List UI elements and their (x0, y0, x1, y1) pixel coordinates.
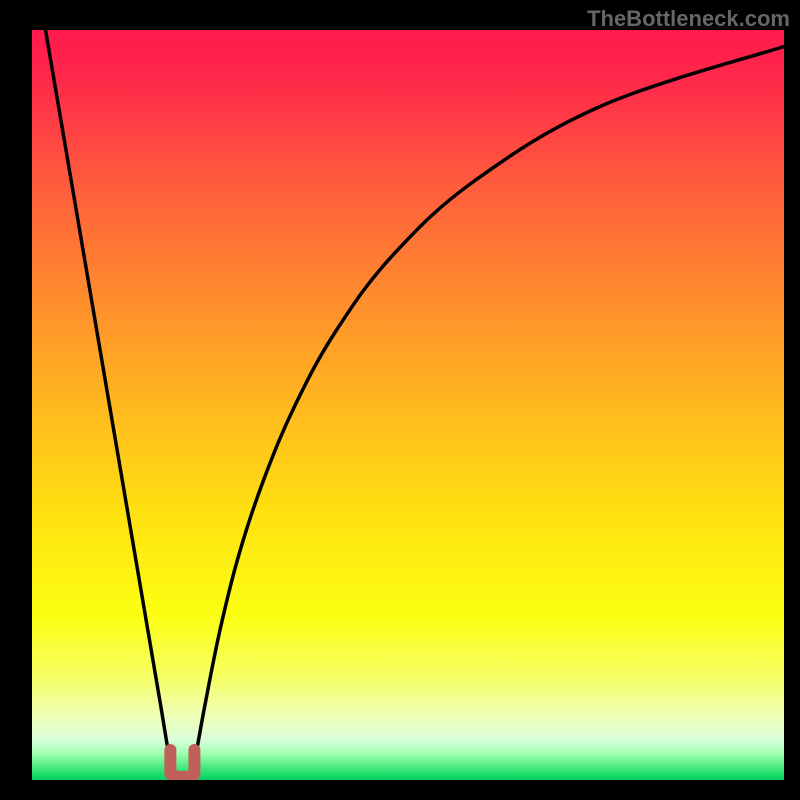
watermark-label: TheBottleneck.com (587, 6, 790, 32)
chart-svg (32, 30, 784, 780)
gradient-background (32, 30, 784, 780)
plot-area (32, 30, 784, 780)
chart-container: TheBottleneck.com (0, 0, 800, 800)
